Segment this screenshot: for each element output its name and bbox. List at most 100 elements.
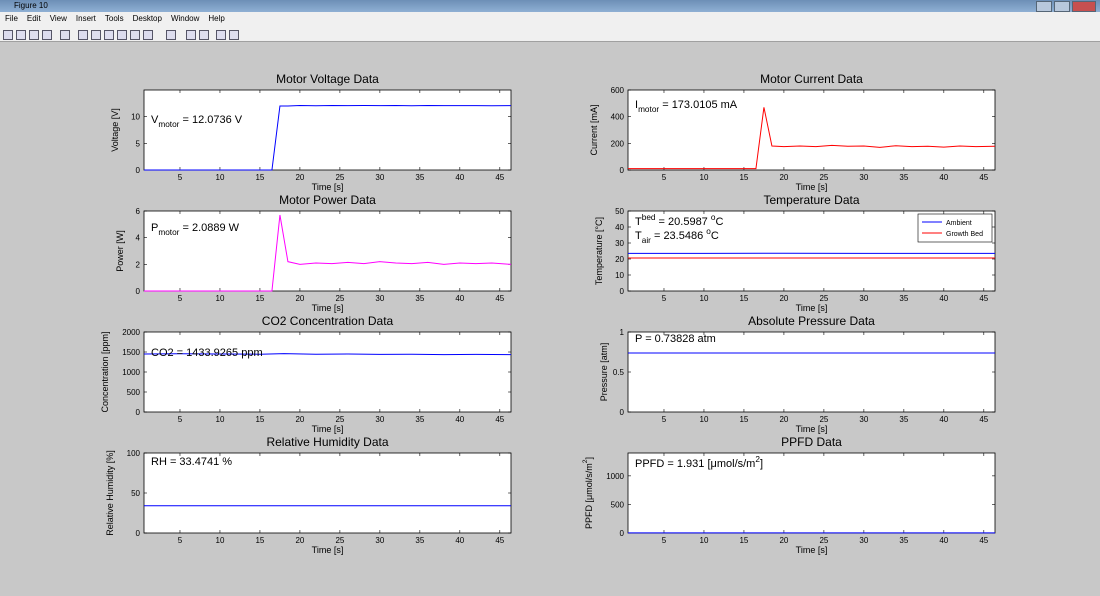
menu-item[interactable]: Help <box>208 14 225 23</box>
menu-bar: File Edit View Insert Tools Desktop Window Help <box>0 12 1100 26</box>
y-tick-label: 0 <box>136 287 141 296</box>
chart-title: Relative Humidity Data <box>266 435 388 449</box>
tool-zoom-out[interactable] <box>91 30 101 40</box>
annotation: Tbed = 20.5987 oC <box>635 213 723 228</box>
legend-box <box>917 213 993 243</box>
x-tick-label: 5 <box>662 173 667 182</box>
y-tick-label: 10 <box>131 113 140 122</box>
x-tick-label: 35 <box>899 415 908 424</box>
x-tick-label: 25 <box>819 536 828 545</box>
menu-item[interactable]: File <box>5 14 18 23</box>
tool-open[interactable] <box>16 30 26 40</box>
x-tick-label: 30 <box>375 294 384 303</box>
x-tick-label: 10 <box>216 173 225 182</box>
tool-legend[interactable] <box>199 30 209 40</box>
text-segment: motor <box>158 228 179 237</box>
annotation: Tair = 23.5486 oC <box>635 227 719 245</box>
x-axis-label: Time [s] <box>312 182 344 192</box>
x-tick-label: 35 <box>899 294 908 303</box>
tool-show[interactable] <box>229 30 239 40</box>
annotation: PPFD = 1.931 [μmol/s/m2] <box>635 455 763 470</box>
y-tick-label: 0 <box>136 408 141 417</box>
text-segment: = 173.0105 mA <box>659 99 738 111</box>
maximize[interactable] <box>1054 1 1070 12</box>
x-tick-label: 25 <box>335 415 344 424</box>
x-tick-label: 25 <box>335 536 344 545</box>
x-tick-label: 40 <box>455 294 464 303</box>
text-segment: bed <box>642 213 656 222</box>
y-tick-label: 5 <box>136 139 141 148</box>
x-tick-label: 35 <box>415 536 424 545</box>
menu-item[interactable]: Tools <box>104 14 124 23</box>
text-segment: T <box>635 216 642 228</box>
y-tick-label: 0 <box>620 166 625 175</box>
tool-link[interactable] <box>166 30 176 40</box>
x-tick-label: 30 <box>859 173 868 182</box>
tool-print[interactable] <box>42 30 52 40</box>
y-axis-label: PPFD [μmol/s/m2] <box>582 457 594 529</box>
chart-title: Temperature Data <box>763 193 859 207</box>
toolbar <box>0 26 1100 42</box>
menu-item[interactable]: Edit <box>26 14 41 23</box>
menu-item[interactable]: View <box>49 14 67 23</box>
x-tick-label: 30 <box>859 536 868 545</box>
x-tick-label: 20 <box>295 415 304 424</box>
text-segment: o <box>706 227 711 236</box>
y-axis-label: Pressure [atm] <box>599 343 609 402</box>
text-segment: o <box>711 213 716 222</box>
close[interactable] <box>1072 1 1096 12</box>
x-tick-label: 40 <box>455 536 464 545</box>
tool-datacursor[interactable] <box>130 30 140 40</box>
text-segment: = 20.5987 <box>656 216 711 228</box>
annotation: Pmotor = 2.0889 W <box>151 222 240 237</box>
tool-colorbar[interactable] <box>186 30 196 40</box>
x-tick-label: 15 <box>739 415 748 424</box>
data-line <box>628 107 996 170</box>
text-segment: T <box>635 230 642 242</box>
x-tick-label: 10 <box>700 536 709 545</box>
data-line <box>143 353 512 356</box>
x-tick-label: 45 <box>979 173 988 182</box>
menu-item[interactable]: Window <box>170 14 200 23</box>
tool-save[interactable] <box>29 30 39 40</box>
tool-select[interactable] <box>60 30 70 40</box>
x-tick-label: 45 <box>495 536 504 545</box>
x-tick-label: 5 <box>178 536 183 545</box>
x-tick-label: 45 <box>495 173 504 182</box>
x-tick-label: 5 <box>662 415 667 424</box>
menu-item[interactable]: Desktop <box>132 14 162 23</box>
tool-new[interactable] <box>3 30 13 40</box>
x-tick-label: 15 <box>739 173 748 182</box>
text-segment: = 12.0736 V <box>179 114 242 126</box>
x-tick-label: 40 <box>939 415 948 424</box>
x-tick-label: 45 <box>495 294 504 303</box>
tool-hide[interactable] <box>216 30 226 40</box>
axes <box>143 89 512 171</box>
chart-title: PPFD Data <box>781 435 842 449</box>
text-segment: C <box>715 216 723 228</box>
window-buttons <box>1036 1 1096 12</box>
tool-pan[interactable] <box>104 30 114 40</box>
x-tick-label: 25 <box>819 294 828 303</box>
text-segment: V <box>151 114 159 126</box>
x-axis-label: Time [s] <box>796 303 828 313</box>
text-segment: air <box>642 236 651 245</box>
minimize[interactable] <box>1036 1 1052 12</box>
tool-brush[interactable] <box>143 30 153 40</box>
x-tick-label: 40 <box>455 173 464 182</box>
x-axis-label: Time [s] <box>796 424 828 434</box>
x-tick-label: 35 <box>415 415 424 424</box>
annotation: Vmotor = 12.0736 V <box>151 114 243 129</box>
y-tick-label: 4 <box>136 234 141 243</box>
tool-zoom-in[interactable] <box>78 30 88 40</box>
y-axis-label: Voltage [V] <box>110 108 120 152</box>
x-tick-label: 30 <box>859 415 868 424</box>
y-tick-label: 50 <box>615 207 624 216</box>
x-tick-label: 45 <box>979 536 988 545</box>
x-tick-label: 15 <box>255 173 264 182</box>
menu-item[interactable]: Insert <box>75 14 96 23</box>
x-tick-label: 40 <box>455 415 464 424</box>
text-segment: motor <box>638 105 659 114</box>
axes <box>143 452 512 534</box>
tool-rotate[interactable] <box>117 30 127 40</box>
